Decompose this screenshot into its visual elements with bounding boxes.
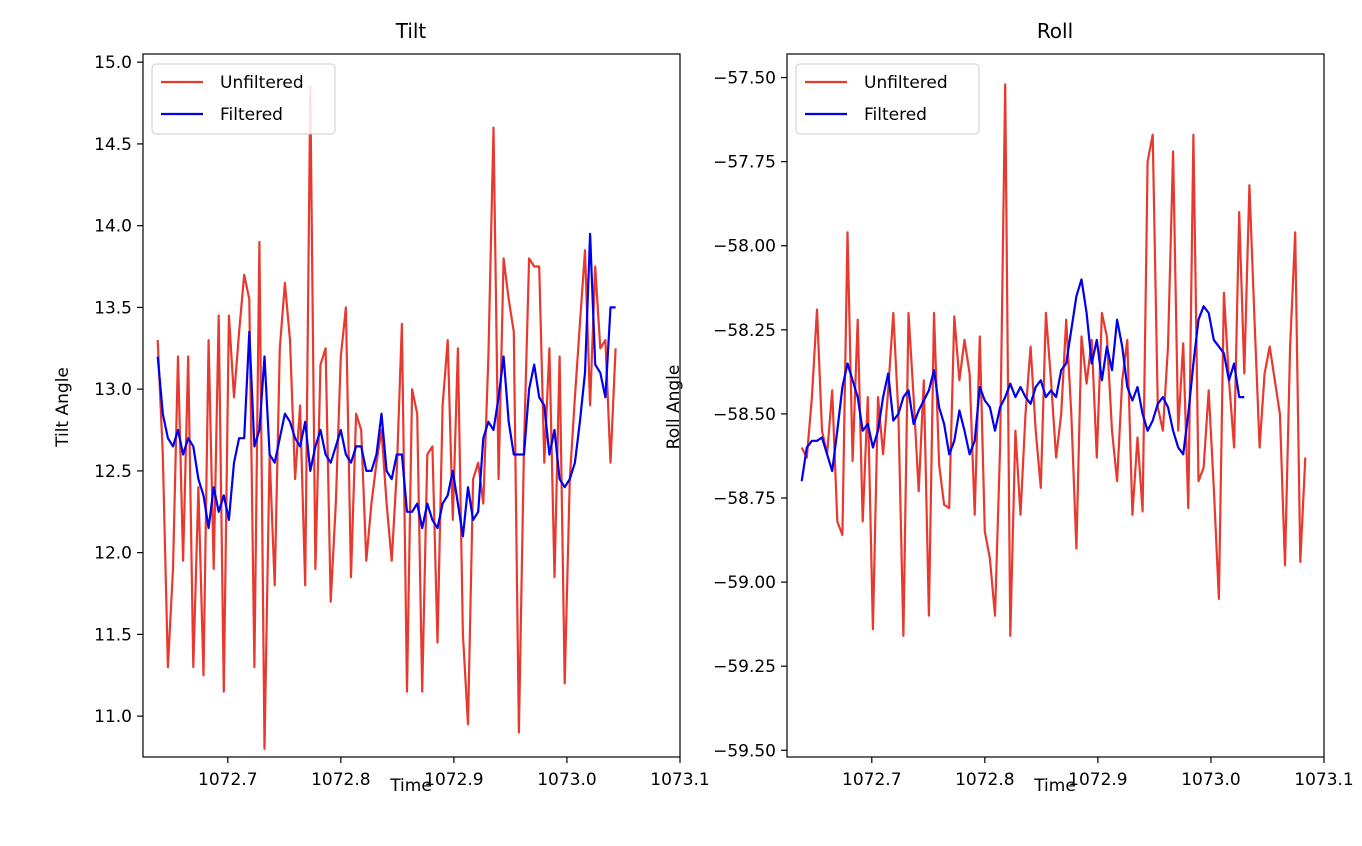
roll-legend-unfiltered-label: Unfiltered	[864, 73, 948, 93]
tilt-x-tick-label: 1072.8	[311, 770, 370, 790]
tilt-chart: Tilt 1072.7 1072.8 1072.9 1073.0 1073.1 11.0 1…	[53, 19, 710, 796]
roll-filtered-line	[800, 278, 1245, 482]
tilt-y-tick-label: 14.5	[94, 135, 132, 155]
tilt-y-tick-label: 14.0	[94, 217, 132, 237]
tilt-legend-filtered-label: Filtered	[220, 105, 283, 125]
tilt-plot-frame	[142, 53, 681, 758]
tilt-y-tick-label: 13.0	[94, 380, 132, 400]
tilt-y-tick-label: 13.5	[94, 298, 132, 318]
roll-x-tick-label: 1073.1	[1294, 770, 1353, 790]
roll-y-tick-label: −58.25	[713, 321, 776, 341]
roll-plot-frame	[786, 53, 1325, 758]
tilt-legend-unfiltered-label: Unfiltered	[220, 73, 304, 93]
roll-unfiltered-line	[800, 83, 1307, 638]
tilt-y-tick-label: 11.0	[94, 707, 132, 727]
tilt-x-tick-label: 1073.1	[650, 770, 709, 790]
roll-chart-title: Roll	[1037, 19, 1073, 43]
roll-y-tick-label: −57.50	[713, 69, 776, 89]
tilt-x-tick-label: 1073.0	[537, 770, 596, 790]
roll-legend: Unfiltered Filtered	[795, 63, 980, 135]
roll-x-tick-label: 1072.7	[842, 770, 901, 790]
roll-chart: Roll 1072.7 1072.8 1072.9 1073.0 1073.1 −59.5…	[664, 19, 1354, 796]
tilt-unfiltered-line	[156, 85, 617, 750]
tilt-x-tick-label: 1072.9	[424, 770, 483, 790]
roll-y-tick-label: −57.75	[713, 153, 776, 173]
roll-y-axis-label: Roll Angle	[664, 365, 684, 450]
roll-y-tick-label: −59.00	[713, 573, 776, 593]
roll-x-tick-label: 1072.8	[955, 770, 1014, 790]
roll-y-tick-label: −58.00	[713, 237, 776, 257]
tilt-filtered-line	[156, 232, 616, 538]
tilt-chart-title: Tilt	[395, 19, 427, 43]
roll-x-tick-label: 1073.0	[1181, 770, 1240, 790]
roll-legend-filtered-label: Filtered	[864, 105, 927, 125]
tilt-x-axis-label: Time	[389, 776, 432, 796]
tilt-y-tick-label: 12.5	[94, 462, 132, 482]
tilt-y-tick-label: 15.0	[94, 53, 132, 73]
tilt-y-axis-label: Tilt Angle	[53, 367, 73, 448]
roll-y-tick-label: −59.50	[713, 741, 776, 761]
tilt-y-tick-label: 12.0	[94, 544, 132, 564]
roll-x-tick-label: 1072.9	[1068, 770, 1127, 790]
roll-y-tick-label: −59.25	[713, 657, 776, 677]
tilt-y-tick-label: 11.5	[94, 625, 132, 645]
roll-x-axis-label: Time	[1033, 776, 1076, 796]
roll-y-tick-label: −58.75	[713, 489, 776, 509]
roll-y-tick-label: −58.50	[713, 405, 776, 425]
tilt-legend: Unfiltered Filtered	[151, 63, 336, 135]
tilt-x-tick-label: 1072.7	[198, 770, 257, 790]
